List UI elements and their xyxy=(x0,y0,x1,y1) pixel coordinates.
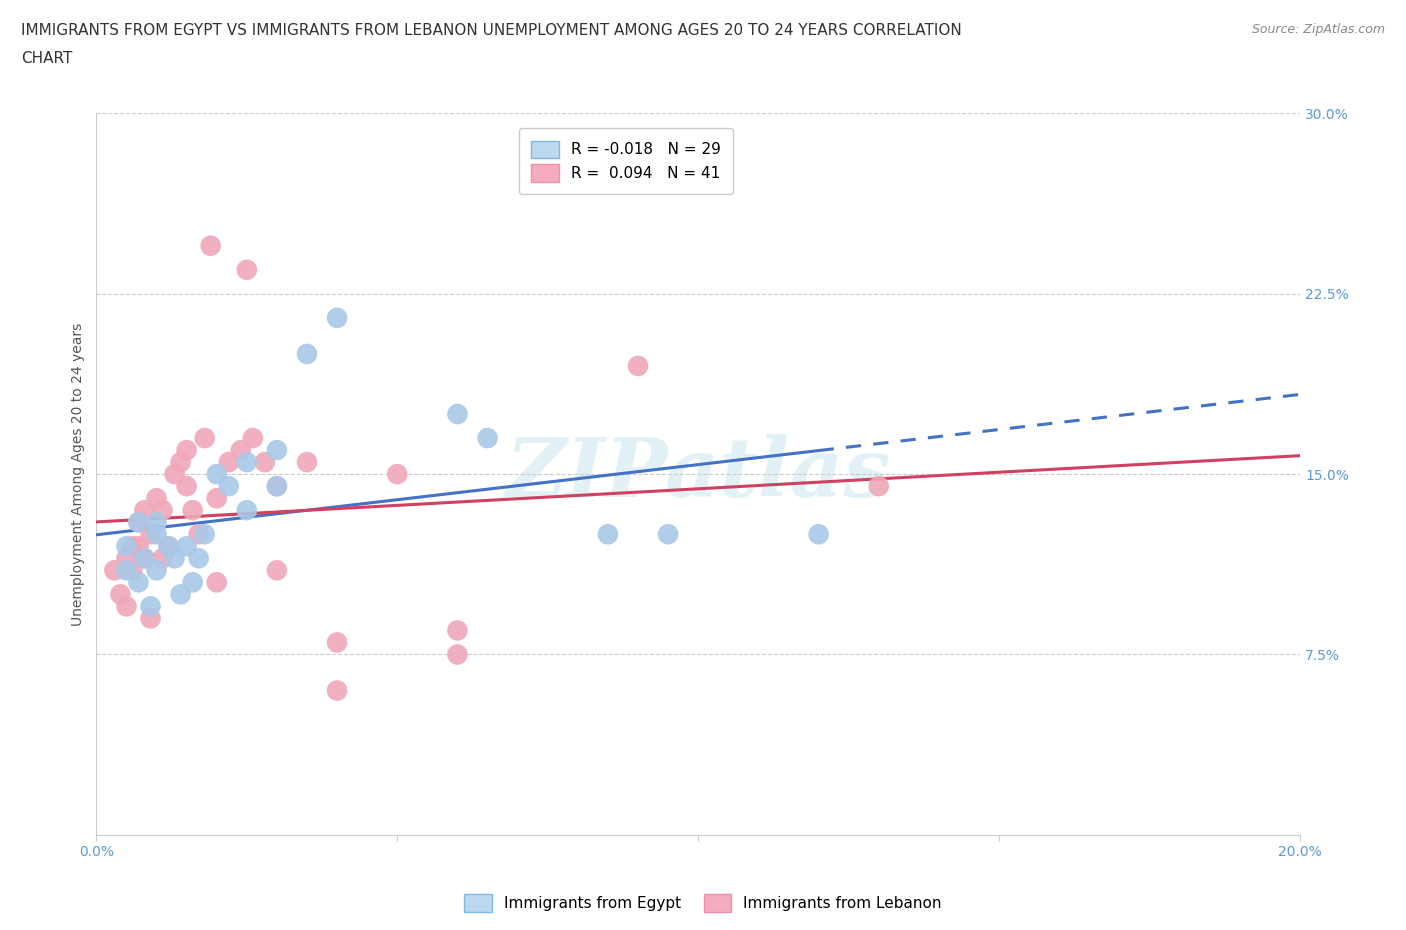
Point xyxy=(187,551,209,565)
Point xyxy=(181,503,204,518)
Point xyxy=(236,503,259,518)
Point xyxy=(200,238,222,253)
Point xyxy=(103,563,125,578)
Point xyxy=(176,479,198,494)
Y-axis label: Unemployment Among Ages 20 to 24 years: Unemployment Among Ages 20 to 24 years xyxy=(72,323,86,626)
Point xyxy=(446,623,468,638)
Point xyxy=(145,526,167,541)
Point xyxy=(326,311,349,325)
Point xyxy=(868,479,890,494)
Point xyxy=(181,575,204,590)
Point xyxy=(477,431,499,445)
Point xyxy=(163,467,186,482)
Point xyxy=(134,551,156,565)
Point xyxy=(121,563,143,578)
Point xyxy=(139,599,162,614)
Point xyxy=(169,455,191,470)
Point xyxy=(134,503,156,518)
Point xyxy=(194,526,217,541)
Point xyxy=(218,479,240,494)
Point xyxy=(236,262,259,277)
Point xyxy=(387,467,409,482)
Point xyxy=(236,455,259,470)
Point xyxy=(205,575,228,590)
Point xyxy=(266,479,288,494)
Point xyxy=(446,406,468,421)
Point xyxy=(127,515,149,530)
Point xyxy=(176,443,198,458)
Point xyxy=(121,538,143,553)
Point xyxy=(115,551,138,565)
Point xyxy=(163,551,186,565)
Point xyxy=(326,635,349,650)
Point xyxy=(115,599,138,614)
Legend: Immigrants from Egypt, Immigrants from Lebanon: Immigrants from Egypt, Immigrants from L… xyxy=(458,888,948,918)
Text: IMMIGRANTS FROM EGYPT VS IMMIGRANTS FROM LEBANON UNEMPLOYMENT AMONG AGES 20 TO 2: IMMIGRANTS FROM EGYPT VS IMMIGRANTS FROM… xyxy=(21,23,962,38)
Point xyxy=(139,611,162,626)
Point xyxy=(145,515,167,530)
Point xyxy=(266,563,288,578)
Point xyxy=(266,443,288,458)
Text: CHART: CHART xyxy=(21,51,73,66)
Point xyxy=(152,503,174,518)
Point xyxy=(145,563,167,578)
Point xyxy=(253,455,276,470)
Point xyxy=(157,538,180,553)
Point xyxy=(326,684,349,698)
Point xyxy=(266,479,288,494)
Point xyxy=(218,455,240,470)
Point xyxy=(627,358,650,373)
Point xyxy=(157,538,180,553)
Point xyxy=(205,491,228,506)
Point xyxy=(657,526,679,541)
Point xyxy=(152,551,174,565)
Point xyxy=(127,575,149,590)
Point xyxy=(134,551,156,565)
Point xyxy=(205,467,228,482)
Point xyxy=(187,526,209,541)
Point xyxy=(176,538,198,553)
Point xyxy=(596,526,619,541)
Text: Source: ZipAtlas.com: Source: ZipAtlas.com xyxy=(1251,23,1385,36)
Text: ZIPatlas: ZIPatlas xyxy=(506,434,891,514)
Point xyxy=(127,515,149,530)
Point xyxy=(295,455,318,470)
Point xyxy=(229,443,252,458)
Point xyxy=(446,647,468,662)
Point xyxy=(127,538,149,553)
Point xyxy=(242,431,264,445)
Point xyxy=(115,538,138,553)
Point xyxy=(110,587,132,602)
Point xyxy=(145,491,167,506)
Point xyxy=(807,526,830,541)
Point xyxy=(115,563,138,578)
Point xyxy=(295,347,318,362)
Point xyxy=(194,431,217,445)
Legend: R = -0.018   N = 29, R =  0.094   N = 41: R = -0.018 N = 29, R = 0.094 N = 41 xyxy=(519,128,733,194)
Point xyxy=(169,587,191,602)
Point xyxy=(139,526,162,541)
